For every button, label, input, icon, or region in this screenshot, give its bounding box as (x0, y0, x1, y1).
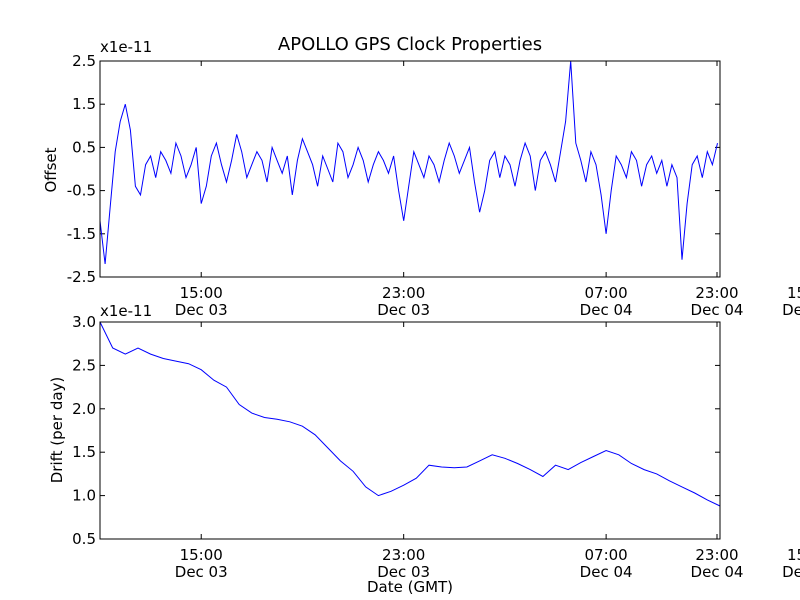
offset-x-tick-time: 15:00 (180, 284, 223, 302)
offset-x-tick-date: Dec 03 (175, 301, 228, 319)
drift-axes-frame (99, 321, 721, 540)
offset-y-tick-label: -0.5 (67, 182, 96, 200)
offset-plot-area (99, 60, 718, 265)
offset-axes-frame (99, 60, 721, 278)
drift-exponent-label: x1e-11 (100, 302, 152, 320)
offset-y-axis-label: Offset (42, 147, 60, 192)
offset-x-tick-date: Dec 04 (691, 301, 744, 319)
drift-y-tick-label: 1.0 (72, 487, 96, 505)
drift-series-line (99, 321, 721, 507)
drift-y-ticks: 3.0 2.5 2.0 1.5 1.0 0.5 (72, 313, 720, 548)
drift-x-tick-date: Dec 04 (782, 563, 800, 581)
drift-x-tick-time: 07:00 (585, 546, 628, 564)
drift-x-tick-date: Dec 04 (691, 563, 744, 581)
drift-x-tick-date: Dec 03 (377, 563, 430, 581)
drift-x-tick-time: 15:00 (787, 546, 800, 564)
offset-x-tick-time: 23:00 (695, 284, 738, 302)
offset-y-ticks: 2.5 1.5 0.5 -0.5 -1.5 -2.5 (67, 52, 720, 286)
drift-x-tick-date: Dec 03 (175, 563, 228, 581)
offset-y-tick-label: -1.5 (67, 225, 96, 243)
drift-x-tick-time: 23:00 (382, 546, 425, 564)
offset-exponent-label: x1e-11 (100, 38, 152, 56)
drift-plot-area (99, 321, 721, 507)
offset-x-tick-date: Dec 04 (782, 301, 800, 319)
drift-x-tick-date: Dec 04 (580, 563, 633, 581)
drift-x-tick-time: 23:00 (695, 546, 738, 564)
offset-x-tick-time: 23:00 (382, 284, 425, 302)
drift-y-axis-label: Drift (per day) (48, 377, 66, 484)
drift-x-axis-label: Date (GMT) (367, 578, 453, 596)
drift-x-tick-time: 15:00 (180, 546, 223, 564)
offset-y-tick-label: 1.5 (72, 95, 96, 113)
drift-y-tick-label: 1.5 (72, 443, 96, 461)
drift-panel: x1e-11 Drift (per day) 3.0 2.5 2.0 1.5 1.0 0.… (48, 302, 800, 596)
chart-title: APOLLO GPS Clock Properties (278, 34, 542, 55)
offset-y-tick-label: 2.5 (72, 52, 96, 70)
offset-panel: x1e-11 Offset 2.5 1.5 0.5 -0.5 -1.5 -2.5 15:0… (42, 38, 800, 319)
offset-x-tick-date: Dec 03 (377, 301, 430, 319)
drift-y-tick-label: 2.0 (72, 400, 96, 418)
offset-y-tick-label: 0.5 (72, 138, 96, 156)
drift-y-tick-label: 2.5 (72, 356, 96, 374)
offset-x-tick-time: 15:00 (787, 284, 800, 302)
offset-x-tick-date: Dec 04 (580, 301, 633, 319)
drift-y-tick-label: 0.5 (72, 530, 96, 548)
offset-series-line (99, 60, 718, 265)
offset-x-tick-time: 07:00 (585, 284, 628, 302)
drift-y-tick-label: 3.0 (72, 313, 96, 331)
offset-y-tick-label: -2.5 (67, 268, 96, 286)
